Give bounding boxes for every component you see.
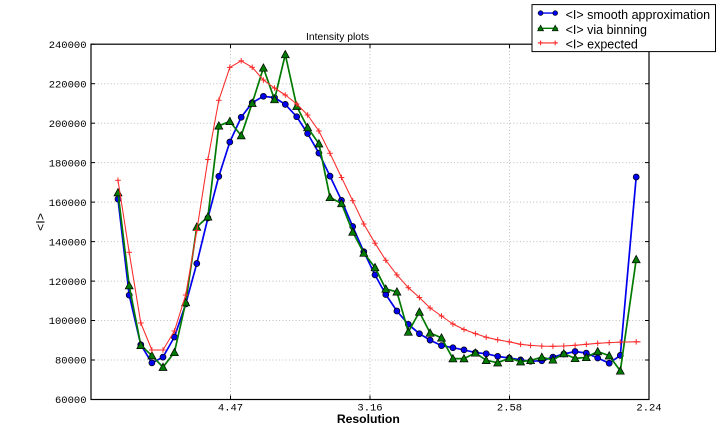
svg-text:<I> via binning: <I> via binning [566, 23, 647, 37]
svg-text:3.16: 3.16 [357, 403, 382, 415]
svg-text:180000: 180000 [49, 158, 87, 170]
svg-text:2.24: 2.24 [636, 403, 661, 415]
svg-text:240000: 240000 [49, 40, 87, 52]
svg-text:120000: 120000 [49, 277, 87, 289]
svg-text:4.47: 4.47 [218, 403, 243, 415]
svg-text:<I>: <I> [34, 213, 48, 231]
svg-text:<I> expected: <I> expected [566, 38, 638, 52]
svg-text:160000: 160000 [49, 198, 87, 210]
svg-text:60000: 60000 [55, 395, 87, 407]
svg-text:2.58: 2.58 [497, 403, 522, 415]
svg-text:220000: 220000 [49, 79, 87, 91]
svg-text:Intensity plots: Intensity plots [306, 32, 369, 43]
svg-text:Resolution: Resolution [337, 412, 400, 426]
svg-text:140000: 140000 [49, 237, 87, 249]
svg-text:200000: 200000 [49, 119, 87, 131]
svg-text:80000: 80000 [55, 356, 87, 368]
svg-text:100000: 100000 [49, 316, 87, 328]
svg-text:<I> smooth approximation: <I> smooth approximation [566, 8, 711, 22]
